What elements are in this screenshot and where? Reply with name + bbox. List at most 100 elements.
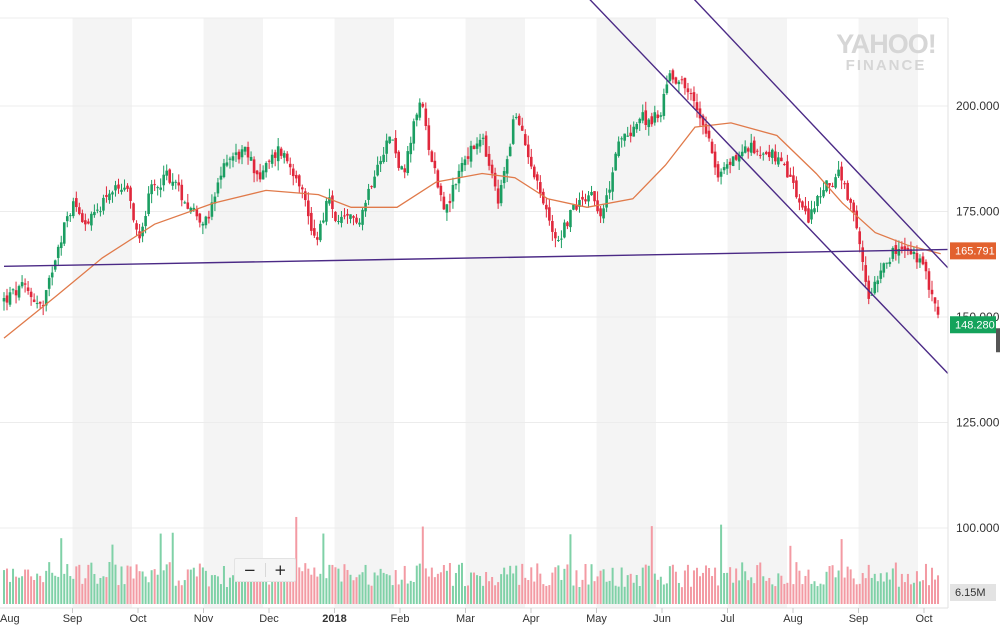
volume-bar xyxy=(744,571,747,604)
candle-body xyxy=(924,261,928,272)
candle-body xyxy=(29,291,33,298)
candle-body xyxy=(623,133,626,141)
volume-bar xyxy=(629,573,632,604)
volume-bar xyxy=(174,585,177,604)
candle-body xyxy=(394,137,397,154)
moving-average xyxy=(3,122,941,339)
volume-bar xyxy=(451,585,454,604)
candle-body xyxy=(475,143,479,149)
candle-body xyxy=(888,261,892,265)
month-label: Sep xyxy=(63,613,83,625)
watermark-line1: YAHOO! xyxy=(836,29,937,59)
volume-bar xyxy=(665,583,668,604)
candle-body xyxy=(56,246,60,258)
volume-bar xyxy=(388,575,391,604)
volume-bar xyxy=(702,572,705,604)
month-label: 2018 xyxy=(322,613,346,625)
candle-body xyxy=(807,208,810,223)
candle-body xyxy=(349,214,352,219)
candle-body xyxy=(367,188,370,200)
candle-body xyxy=(300,187,304,190)
candle-body xyxy=(96,209,99,211)
volume-bar xyxy=(924,563,927,604)
volume-bar xyxy=(250,578,253,604)
candle-body xyxy=(198,213,202,223)
candle-body xyxy=(90,213,93,226)
volume-bar xyxy=(485,571,488,604)
candle-body xyxy=(391,139,394,141)
candle-body xyxy=(713,151,717,168)
candle-body xyxy=(496,188,500,204)
candle-body xyxy=(605,195,608,208)
candle-body xyxy=(189,207,193,213)
volume-bar xyxy=(602,569,605,604)
candle-body xyxy=(282,153,286,158)
volume-bar xyxy=(732,582,735,604)
candle-body xyxy=(906,248,910,251)
volume-bar xyxy=(521,563,524,604)
month-label: May xyxy=(586,613,607,625)
candle-body xyxy=(602,208,605,219)
candle-body xyxy=(180,184,184,201)
candle-body xyxy=(560,238,563,240)
volume-bar xyxy=(605,581,608,604)
candle-body xyxy=(828,183,831,186)
volume-bar xyxy=(512,573,515,604)
zoom-in-button[interactable]: + xyxy=(266,559,296,581)
candle-body xyxy=(439,185,443,196)
volume-bar xyxy=(457,564,460,604)
price-tick-label: 175.000 xyxy=(956,205,1000,219)
candle-body xyxy=(707,130,711,139)
volume-bar xyxy=(72,578,75,604)
volume-bar xyxy=(674,571,677,604)
candle-body xyxy=(665,84,669,94)
zoom-out-button[interactable]: − xyxy=(235,559,265,581)
volume-bar xyxy=(792,584,795,604)
volume-bar xyxy=(222,566,225,604)
candle-body xyxy=(231,156,235,161)
candle-body xyxy=(532,166,536,178)
candle-body xyxy=(918,258,922,263)
trendlines xyxy=(3,0,951,377)
month-label: Oct xyxy=(129,613,146,625)
volume-bar xyxy=(587,584,590,604)
candle-body xyxy=(382,154,385,162)
candle-body xyxy=(147,193,150,214)
volume-bar xyxy=(114,564,117,604)
candle-body xyxy=(427,125,431,150)
candle-body xyxy=(162,174,165,186)
volume-bar xyxy=(225,587,228,604)
ma-price-tag-label: 165.791 xyxy=(955,245,995,257)
volume-bar xyxy=(289,574,292,604)
volume-bar xyxy=(337,568,340,604)
candle-body xyxy=(219,175,223,180)
volume-bar xyxy=(379,568,382,604)
volume-bar xyxy=(108,562,111,604)
candle-body xyxy=(536,174,539,181)
volume-bar xyxy=(849,569,852,604)
volume-bar xyxy=(48,562,51,604)
volume-bar xyxy=(219,584,222,604)
candle-body xyxy=(346,213,349,216)
candle-body xyxy=(246,146,250,158)
candle-body xyxy=(120,189,123,192)
volume-bar xyxy=(418,563,421,604)
candle-body xyxy=(852,202,855,213)
candle-body xyxy=(677,81,681,85)
candle-body xyxy=(117,184,120,189)
volume-bar xyxy=(542,584,545,604)
volume-bar xyxy=(937,575,940,604)
candle-body xyxy=(668,73,672,82)
candle-body xyxy=(288,163,292,168)
candle-body xyxy=(41,305,45,307)
candle-body xyxy=(331,195,334,210)
candle-body xyxy=(873,281,877,294)
volume-bar xyxy=(644,564,647,604)
candle-body xyxy=(695,102,699,111)
candle-body xyxy=(294,174,298,179)
volume-bar xyxy=(843,577,846,604)
volume-bar xyxy=(780,575,783,604)
volume-bar xyxy=(93,573,96,604)
candle-body xyxy=(156,187,159,189)
